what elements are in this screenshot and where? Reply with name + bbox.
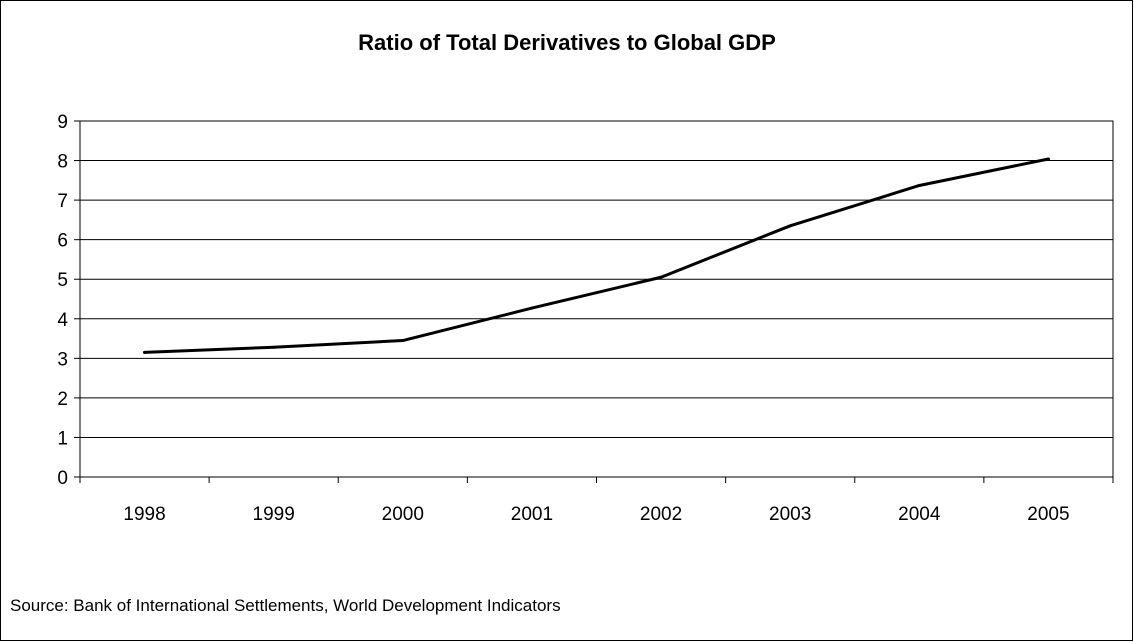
- plot-area-border: [79, 120, 1114, 478]
- data-point: [530, 306, 534, 310]
- y-tick-label: 2: [57, 389, 68, 410]
- y-tick-label: 9: [57, 112, 68, 133]
- x-tick-label: 1998: [123, 504, 165, 525]
- data-point: [917, 183, 921, 187]
- source-note: Source: Bank of International Settlement…: [10, 596, 561, 615]
- data-point: [272, 345, 276, 349]
- y-tick-label: 1: [57, 428, 68, 449]
- y-tick-label: 0: [57, 468, 68, 489]
- x-tick-label: 2005: [1027, 504, 1069, 525]
- x-tick-label: 2003: [769, 504, 811, 525]
- y-axis-ticks: 0 1 2 3 4 5 6 7 8 9: [57, 112, 80, 489]
- x-axis-ticks: 1998 1999 2000 2001 2002 2003 2004 2005: [79, 477, 1114, 525]
- y-tick-label: 6: [57, 231, 68, 252]
- series-layer: [143, 157, 1050, 354]
- data-point: [1046, 157, 1050, 161]
- y-tick-label: 7: [57, 191, 68, 212]
- data-point: [659, 275, 663, 279]
- y-tick-label: 4: [57, 310, 68, 331]
- chart-title: Ratio of Total Derivatives to Global GDP: [358, 30, 776, 55]
- x-tick-label: 2004: [898, 504, 941, 525]
- data-point: [401, 339, 405, 343]
- y-tick-label: 3: [57, 349, 68, 370]
- x-tick-label: 2002: [640, 504, 682, 525]
- y-tick-label: 8: [57, 152, 68, 173]
- x-tick-label: 2001: [511, 504, 553, 525]
- x-tick-label: 1999: [253, 504, 295, 525]
- x-tick-label: 2000: [382, 504, 424, 525]
- gridlines: [80, 120, 1113, 438]
- y-tick-label: 5: [57, 270, 68, 291]
- series-line: [143, 157, 1050, 354]
- axes: [79, 120, 1114, 478]
- data-point: [143, 350, 147, 354]
- data-point: [788, 224, 792, 228]
